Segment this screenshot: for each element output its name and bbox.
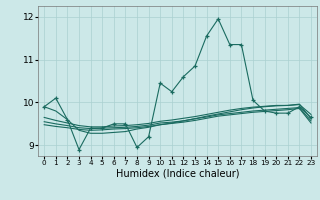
- X-axis label: Humidex (Indice chaleur): Humidex (Indice chaleur): [116, 169, 239, 179]
